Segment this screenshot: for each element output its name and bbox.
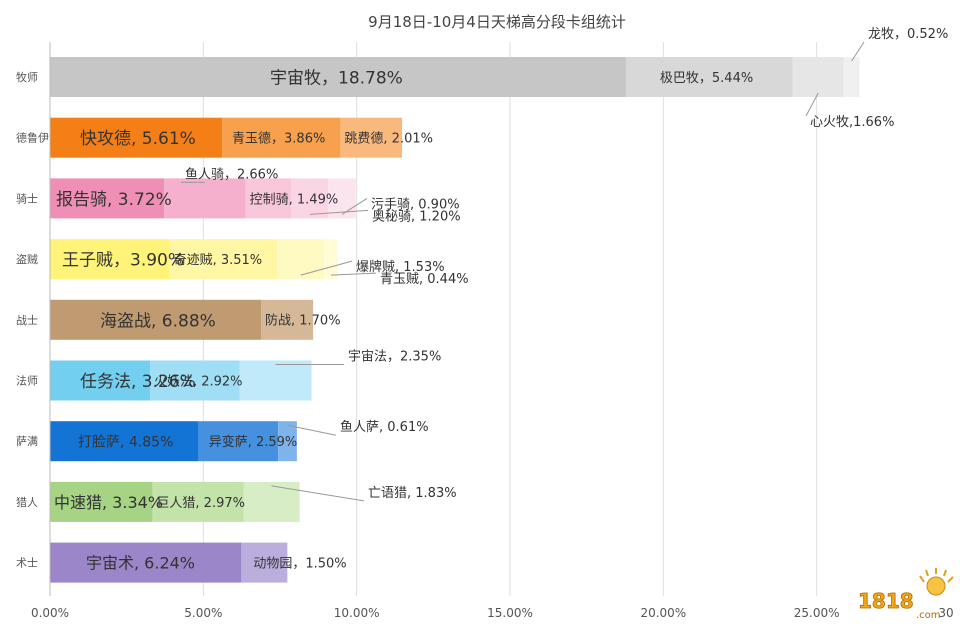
watermark-logo: 1818 .com xyxy=(858,568,954,621)
data-label: 鱼人萨, 0.61% xyxy=(340,419,429,435)
data-label: 异变萨, 2.59% xyxy=(209,434,298,450)
x-tick-label: 20.00% xyxy=(640,606,686,620)
leader-line xyxy=(271,485,365,502)
leader-line xyxy=(805,92,819,117)
leader-line xyxy=(309,209,369,215)
watermark-text: 1818 xyxy=(858,589,914,613)
bar-segment xyxy=(50,178,165,219)
data-label: 动物园，1.50% xyxy=(253,557,346,572)
bar-segment xyxy=(50,542,242,583)
bar-segment xyxy=(152,481,244,522)
leader-line xyxy=(300,260,353,276)
data-label: 任务法, 3.26% xyxy=(80,372,196,392)
bar-segment xyxy=(50,299,261,340)
data-label: 鱼人骑，2.66% xyxy=(185,166,278,182)
data-label: 污手骑, 0.90% xyxy=(371,197,460,212)
bar-segment xyxy=(50,239,170,280)
x-tick-label: 5.00% xyxy=(184,606,222,620)
data-label: 爆牌贼, 1.53% xyxy=(356,259,445,275)
bar-segment xyxy=(50,117,223,158)
data-label: 心火牧,1.66% xyxy=(810,115,894,130)
x-tick-label: 0.00% xyxy=(31,606,69,620)
data-label: 报告骑, 3.72% xyxy=(56,190,172,210)
data-label: 海盗战, 6.88% xyxy=(100,311,216,331)
data-label: 奇迹贼, 3.51% xyxy=(174,252,263,268)
bar-segment xyxy=(149,360,240,401)
bar-segment xyxy=(198,421,279,462)
category-label: 牧师 xyxy=(16,70,38,84)
bar-segment xyxy=(164,178,246,219)
data-label: 奥秘骑, 1.20% xyxy=(372,209,461,224)
bar-segment xyxy=(169,239,278,280)
x-tick-label: 15.00% xyxy=(487,606,533,620)
sun-icon xyxy=(919,568,954,596)
bar-segment xyxy=(260,299,314,340)
chart-title: 9月18日-10月4日天梯高分段卡组统计 xyxy=(368,13,626,31)
data-label: 快攻德, 5.61% xyxy=(80,129,196,149)
category-label: 法师 xyxy=(16,374,38,388)
category-label: 盗贼 xyxy=(16,252,38,266)
axes: 0.00% 5.00% 10.00% 15.00% 20.00% 25.00% 30 牧师德鲁… xyxy=(16,42,954,620)
bars xyxy=(50,57,860,583)
bar-segment xyxy=(278,421,297,462)
bar-segment xyxy=(291,178,329,219)
data-label: 控制骑, 1.49% xyxy=(250,192,339,207)
leader-line xyxy=(287,424,337,436)
data-label: 亡语猎, 1.83% xyxy=(368,486,457,501)
data-label: 火妖法, 2.92% xyxy=(154,374,243,389)
data-label: 王子贼，3.90% xyxy=(62,251,184,271)
bar-segment xyxy=(843,57,860,97)
category-label: 术士 xyxy=(16,557,38,570)
data-label: 巨人猎, 2.97% xyxy=(156,496,245,511)
data-label: 宇宙牧，18.78% xyxy=(270,68,403,88)
data-label: 宇宙术, 6.24% xyxy=(86,554,195,573)
leader-line xyxy=(341,197,368,215)
category-label: 骑士 xyxy=(16,192,38,205)
bar-segment xyxy=(792,57,844,97)
leader-line xyxy=(330,272,377,276)
data-label: 宇宙法，2.35% xyxy=(348,350,441,365)
bar-segment xyxy=(340,117,403,158)
bar-segment xyxy=(50,57,626,97)
x-tick-label: 25.00% xyxy=(794,606,840,620)
category-label: 萨满 xyxy=(16,435,38,448)
data-label: 中速猎, 3.34% xyxy=(54,493,163,512)
data-label: 跳费德, 2.01% xyxy=(344,132,433,147)
bar-segment xyxy=(222,117,341,158)
bar-segment xyxy=(239,360,312,401)
category-label: 战士 xyxy=(16,314,38,327)
data-labels: 宇宙牧，18.78% 极巴牧，5.44% 心火牧,1.66% 龙牧，0.52% 快攻德,… xyxy=(54,27,948,573)
data-label: 龙牧，0.52% xyxy=(868,27,948,42)
data-label: 青玉德，3.86% xyxy=(232,132,325,147)
bar-segment xyxy=(625,57,793,97)
x-tick-label: 30 xyxy=(938,606,953,620)
data-label: 极巴牧，5.44% xyxy=(660,71,753,86)
data-label: 防战, 1.70% xyxy=(265,313,341,329)
bar-segment xyxy=(50,421,199,462)
category-label: 德鲁伊 xyxy=(16,131,49,145)
bar-segment xyxy=(241,542,288,583)
watermark-suffix: .com xyxy=(916,610,941,621)
bar-segment xyxy=(50,481,153,522)
bar-segment xyxy=(245,178,292,219)
x-tick-label: 10.00% xyxy=(334,606,380,620)
bar-segment xyxy=(243,481,300,522)
data-label: 打脸萨, 4.85% xyxy=(78,434,173,451)
leader-line xyxy=(851,41,865,62)
bar-segment xyxy=(277,239,325,280)
bar-segment xyxy=(324,239,338,280)
bar-segment xyxy=(50,360,150,401)
data-label: 青玉贼, 0.44% xyxy=(380,272,469,287)
category-label: 猎人 xyxy=(16,495,38,509)
